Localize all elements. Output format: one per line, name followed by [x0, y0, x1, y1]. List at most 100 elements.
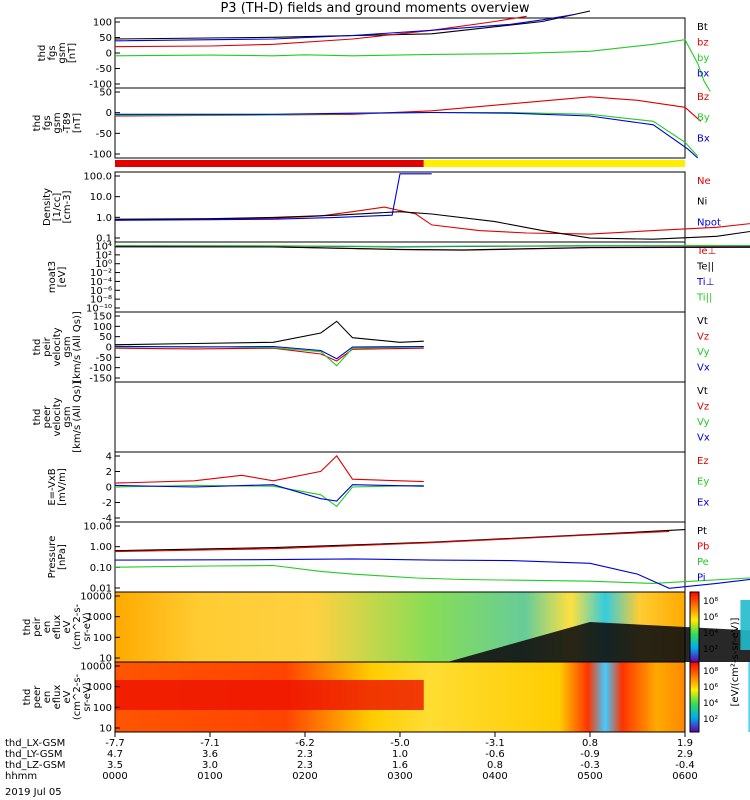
- bottom-axis-value: 1.6: [392, 760, 408, 771]
- series-line-Bz: [114, 96, 702, 122]
- bottom-axis-value: -5.0: [390, 738, 410, 749]
- series-line-bx: [114, 13, 575, 42]
- heatmap-band: [748, 662, 750, 732]
- y-tick-label: 10.0: [90, 192, 112, 203]
- series-line-Ez: [114, 455, 424, 484]
- bottom-axis-value: 0.8: [582, 738, 598, 749]
- y-axis-label: (cm^2-s-: [72, 673, 83, 720]
- date-label: 2019 Jul 05: [5, 787, 62, 798]
- series-line-Te||: [114, 246, 750, 251]
- legend-Vy: Vy: [697, 347, 710, 358]
- y-axis-label: [eV]: [57, 267, 68, 288]
- series-line-Pt: [114, 529, 686, 552]
- legend-Pi: Pi: [697, 573, 706, 584]
- colorbar-tick-label: 10⁶: [703, 613, 718, 623]
- panel-frame-p6: [114, 381, 686, 453]
- colorbar-tick-label: 10⁴: [703, 699, 718, 709]
- y-axis-label: peir: [32, 616, 43, 636]
- y-tick-label: 0: [106, 483, 112, 494]
- y-tick-label: 0: [106, 343, 112, 354]
- y-axis-label: [km/s (All Qs)]: [72, 311, 83, 383]
- y-tick-label: -50: [96, 64, 112, 75]
- heatmap-band: [740, 600, 750, 650]
- y-axis-label: thd: [22, 689, 33, 706]
- y-axis-label: eflux: [52, 685, 63, 710]
- bottom-axis-value: 0200: [292, 771, 317, 782]
- legend-Pb: Pb: [697, 542, 709, 553]
- y-axis-label: Density: [42, 188, 53, 226]
- legend-Pe: Pe: [697, 557, 709, 568]
- series-line-Ne: [114, 206, 750, 235]
- y-axis-label: [1/cc]: [52, 193, 63, 222]
- y-axis-label: sr-eV): [82, 612, 93, 641]
- y-axis-label: [cm-3]: [62, 190, 73, 223]
- y-tick-label: 10000: [80, 662, 112, 673]
- y-tick-label: 2: [106, 467, 112, 478]
- bottom-axis-value: -0.3: [580, 760, 600, 771]
- colorbar-tick-label: 10⁶: [703, 683, 718, 693]
- y-tick-label: 1.00: [90, 542, 112, 553]
- panel-frame-p2: [114, 87, 686, 159]
- y-axis-label: sr-eV): [82, 682, 93, 711]
- y-tick-label: 100: [93, 633, 112, 644]
- y-axis-label: eflux: [52, 615, 63, 640]
- legend-bz: bz: [697, 38, 709, 49]
- series-line-Bx: [115, 111, 699, 159]
- legend-Bt: Bt: [697, 22, 708, 33]
- y-axis-label: Pressure: [47, 536, 58, 579]
- series-line-Ni: [114, 211, 750, 240]
- colorbar: [689, 591, 700, 663]
- series-line-bz: [114, 15, 527, 48]
- bottom-axis-row-label: thd_LZ-GSM: [5, 760, 66, 771]
- series-line-Bt: [114, 10, 591, 40]
- bottom-axis-value: -7.7: [105, 738, 125, 749]
- bottom-axis-row-label: thd_LX-GSM: [5, 738, 65, 749]
- y-axis-label: [mV/m]: [57, 468, 68, 506]
- y-axis-label: eV: [62, 620, 73, 633]
- y-axis-label: eV: [62, 690, 73, 703]
- legend-Vt: Vt: [697, 386, 708, 397]
- y-tick-label: 50: [99, 88, 112, 99]
- y-tick-label: 10⁴: [95, 242, 112, 253]
- y-tick-label: 10⁰: [95, 259, 112, 270]
- y-tick-label: 1000: [87, 612, 112, 623]
- y-tick-label: -4: [102, 514, 112, 525]
- y-tick-label: 10⁻¹⁰: [86, 304, 112, 315]
- y-axis-label: -T89: [62, 112, 73, 134]
- y-tick-label: 10000: [80, 592, 112, 603]
- y-tick-label: 10⁻⁸: [90, 295, 112, 306]
- y-axis-label: [nT]: [72, 113, 83, 133]
- y-tick-label: 50: [99, 33, 112, 44]
- bottom-axis-value: 1.9: [677, 738, 693, 749]
- y-tick-label: 100.0: [83, 172, 112, 183]
- y-tick-label: 0.01: [90, 584, 112, 595]
- colorbar-label: [eV/(cm²-s-sr-eV)]: [730, 617, 741, 706]
- y-axis-label: [km/s (All Qs)]: [72, 381, 83, 453]
- y-axis-label: thd: [32, 339, 43, 356]
- y-tick-label: 10⁻²: [90, 268, 112, 279]
- legend-Npot: Npot: [697, 217, 721, 228]
- bottom-axis-value: 0400: [482, 771, 507, 782]
- y-axis-label: thd: [32, 115, 43, 132]
- bottom-axis-value: 0000: [102, 771, 127, 782]
- y-axis-label: [nPa]: [57, 544, 68, 570]
- y-tick-label: 4: [106, 452, 112, 463]
- y-tick-label: 10: [99, 724, 112, 735]
- y-axis-label: moat3: [47, 261, 58, 293]
- bottom-axis-value: -0.4: [675, 760, 695, 771]
- y-axis-label: thd: [32, 409, 43, 426]
- bottom-axis-value: 2.3: [297, 749, 313, 760]
- legend-Vx: Vx: [697, 433, 710, 444]
- bottom-axis-value: 3.6: [202, 749, 218, 760]
- y-tick-label: -2: [102, 498, 112, 509]
- y-tick-label: 10: [99, 654, 112, 665]
- legend-Vy: Vy: [697, 417, 710, 428]
- legend-Bx: Bx: [697, 133, 710, 144]
- legend-Ex: Ex: [697, 497, 709, 508]
- series-line-Vz: [114, 347, 424, 362]
- mode-bar-fast: [423, 160, 685, 167]
- legend-Vt: Vt: [697, 316, 708, 327]
- y-axis-label: gsm: [62, 336, 73, 357]
